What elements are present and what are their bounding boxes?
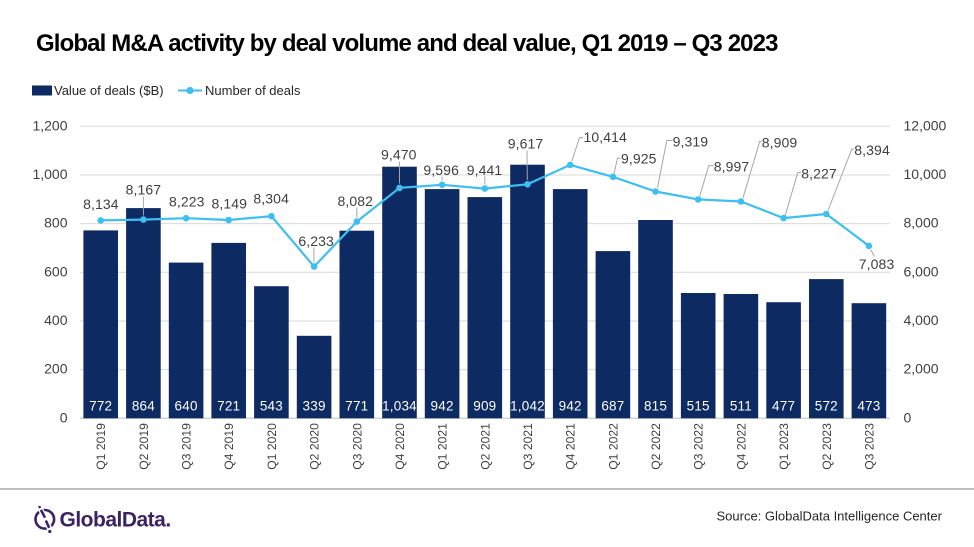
svg-text:942: 942 [559, 398, 582, 413]
svg-text:8,997: 8,997 [714, 159, 750, 175]
svg-text:Q2 2020: Q2 2020 [308, 423, 322, 470]
svg-text:8,223: 8,223 [169, 194, 205, 210]
svg-text:515: 515 [687, 398, 710, 413]
svg-text:Q2 2023: Q2 2023 [820, 423, 834, 470]
svg-text:10,414: 10,414 [584, 129, 628, 145]
svg-text:Q4 2022: Q4 2022 [734, 423, 748, 470]
svg-text:Q3 2020: Q3 2020 [350, 423, 364, 470]
svg-text:687: 687 [601, 398, 624, 413]
svg-text:Q1 2021: Q1 2021 [436, 423, 450, 470]
svg-text:200: 200 [44, 361, 68, 377]
svg-text:9,596: 9,596 [423, 162, 459, 178]
svg-text:Q3 2019: Q3 2019 [180, 423, 194, 470]
svg-text:477: 477 [772, 398, 795, 413]
svg-text:Q3 2022: Q3 2022 [692, 423, 706, 470]
svg-text:Source: GlobalData Intelligenc: Source: GlobalData Intelligence Center [717, 509, 943, 524]
svg-text:511: 511 [730, 398, 752, 413]
svg-text:7,083: 7,083 [859, 256, 895, 272]
svg-text:572: 572 [815, 398, 838, 413]
svg-text:Q4 2019: Q4 2019 [222, 423, 236, 470]
svg-text:600: 600 [44, 263, 68, 279]
svg-text:8,082: 8,082 [338, 193, 374, 209]
svg-text:Q4 2020: Q4 2020 [393, 423, 407, 470]
svg-text:1,000: 1,000 [32, 166, 67, 182]
svg-text:Q2 2021: Q2 2021 [478, 423, 492, 470]
svg-text:Q3 2021: Q3 2021 [521, 423, 535, 470]
svg-text:1,200: 1,200 [32, 117, 67, 133]
svg-text:Q3 2023: Q3 2023 [862, 423, 876, 470]
svg-text:400: 400 [44, 312, 68, 328]
svg-text:6,000: 6,000 [904, 263, 939, 279]
svg-text:9,441: 9,441 [467, 162, 503, 178]
svg-text:12,000: 12,000 [904, 117, 947, 133]
svg-text:473: 473 [857, 398, 880, 413]
svg-text:0: 0 [904, 409, 912, 425]
svg-text:942: 942 [431, 398, 454, 413]
svg-text:8,909: 8,909 [762, 134, 798, 150]
svg-text:Q1 2023: Q1 2023 [777, 423, 791, 470]
svg-text:Q2 2022: Q2 2022 [649, 423, 663, 470]
svg-text:GlobalData.: GlobalData. [60, 508, 171, 531]
svg-text:6,233: 6,233 [298, 233, 334, 249]
svg-text:909: 909 [473, 398, 496, 413]
svg-text:8,304: 8,304 [253, 190, 289, 206]
svg-text:Value of deals ($B): Value of deals ($B) [54, 83, 164, 98]
svg-text:8,134: 8,134 [83, 196, 119, 212]
svg-text:864: 864 [132, 398, 155, 413]
svg-text:9,319: 9,319 [673, 133, 709, 149]
svg-text:Q2 2019: Q2 2019 [137, 423, 151, 470]
svg-text:4,000: 4,000 [904, 312, 939, 328]
svg-text:815: 815 [644, 398, 667, 413]
svg-text:9,925: 9,925 [621, 151, 657, 167]
svg-text:1,034: 1,034 [382, 398, 417, 413]
svg-text:640: 640 [175, 398, 198, 413]
svg-text:800: 800 [44, 215, 68, 231]
svg-text:8,227: 8,227 [801, 165, 837, 181]
svg-text:9,617: 9,617 [508, 136, 544, 152]
svg-text:Q4 2021: Q4 2021 [564, 423, 578, 470]
svg-text:9,470: 9,470 [381, 147, 417, 163]
svg-text:339: 339 [303, 398, 326, 413]
svg-text:Q1 2020: Q1 2020 [265, 423, 279, 470]
svg-text:1,042: 1,042 [510, 398, 545, 413]
svg-text:543: 543 [260, 398, 283, 413]
svg-text:8,000: 8,000 [904, 215, 939, 231]
svg-text:10,000: 10,000 [904, 166, 947, 182]
svg-text:Global M&A activity by deal vo: Global M&A activity by deal volume and d… [36, 30, 778, 57]
svg-text:2,000: 2,000 [904, 361, 939, 377]
svg-text:8,167: 8,167 [126, 182, 162, 198]
svg-text:771: 771 [345, 398, 368, 413]
svg-text:772: 772 [89, 398, 112, 413]
svg-text:8,149: 8,149 [212, 195, 248, 211]
svg-text:Number of deals: Number of deals [205, 83, 301, 98]
svg-text:8,394: 8,394 [854, 142, 890, 158]
svg-text:Q1 2019: Q1 2019 [94, 423, 108, 470]
svg-text:Q1 2022: Q1 2022 [606, 423, 620, 470]
svg-text:721: 721 [217, 398, 240, 413]
svg-text:0: 0 [60, 409, 68, 425]
